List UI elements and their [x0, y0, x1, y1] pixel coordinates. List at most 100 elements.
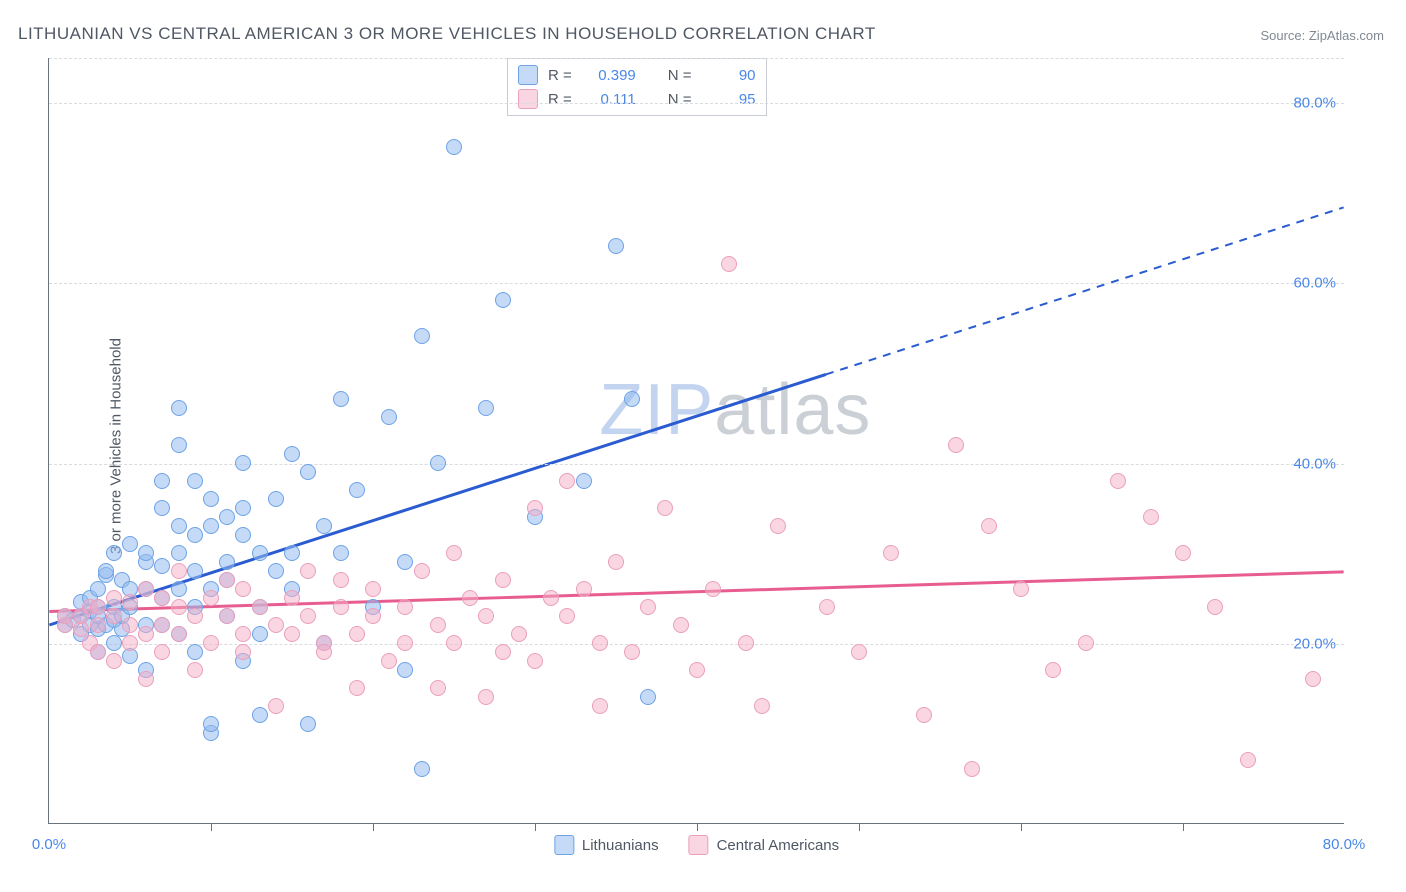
data-point	[138, 671, 154, 687]
data-point	[316, 644, 332, 660]
data-point	[365, 608, 381, 624]
data-point	[252, 626, 268, 642]
data-point	[478, 400, 494, 416]
data-point	[219, 608, 235, 624]
data-point	[333, 599, 349, 615]
data-point	[883, 545, 899, 561]
data-point	[154, 644, 170, 660]
data-point	[1305, 671, 1321, 687]
data-point	[624, 644, 640, 660]
data-point	[154, 558, 170, 574]
data-point	[446, 139, 462, 155]
swatch-series-0	[518, 65, 538, 85]
grid-line	[49, 283, 1344, 284]
data-point	[592, 635, 608, 651]
data-point	[1143, 509, 1159, 525]
data-point	[851, 644, 867, 660]
data-point	[171, 437, 187, 453]
data-point	[268, 563, 284, 579]
legend-item-0: Lithuanians	[554, 835, 659, 855]
data-point	[187, 473, 203, 489]
data-point	[754, 698, 770, 714]
data-point	[414, 761, 430, 777]
data-point	[138, 581, 154, 597]
data-point	[268, 491, 284, 507]
data-point	[721, 256, 737, 272]
r-value-0: 0.399	[582, 67, 636, 84]
data-point	[284, 446, 300, 462]
data-point	[1207, 599, 1223, 615]
data-point	[219, 509, 235, 525]
data-point	[235, 626, 251, 642]
data-point	[430, 455, 446, 471]
data-point	[430, 617, 446, 633]
data-point	[559, 608, 575, 624]
grid-line	[49, 58, 1344, 59]
data-point	[187, 644, 203, 660]
plot-area: ZIPatlas R = 0.399 N = 90 R = 0.111 N = …	[48, 58, 1344, 824]
source-credit: Source: ZipAtlas.com	[1260, 28, 1384, 43]
data-point	[559, 473, 575, 489]
data-point	[446, 635, 462, 651]
data-point	[770, 518, 786, 534]
data-point	[349, 626, 365, 642]
data-point	[268, 617, 284, 633]
legend-label-0: Lithuanians	[582, 837, 659, 854]
data-point	[106, 653, 122, 669]
data-point	[154, 617, 170, 633]
legend-row-series-1: R = 0.111 N = 95	[518, 87, 756, 111]
data-point	[106, 545, 122, 561]
data-point	[203, 518, 219, 534]
data-point	[300, 464, 316, 480]
data-point	[1175, 545, 1191, 561]
data-point	[1013, 581, 1029, 597]
data-point	[964, 761, 980, 777]
data-point	[235, 500, 251, 516]
data-point	[252, 599, 268, 615]
data-point	[495, 572, 511, 588]
data-point	[187, 662, 203, 678]
data-point	[90, 617, 106, 633]
y-tick-label: 40.0%	[1293, 455, 1336, 472]
data-point	[122, 594, 138, 610]
data-point	[268, 698, 284, 714]
data-point	[333, 391, 349, 407]
y-tick-label: 20.0%	[1293, 635, 1336, 652]
data-point	[657, 500, 673, 516]
data-point	[1240, 752, 1256, 768]
data-point	[122, 635, 138, 651]
data-point	[543, 590, 559, 606]
data-point	[640, 689, 656, 705]
data-point	[300, 608, 316, 624]
r-label-1: R =	[548, 91, 572, 108]
data-point	[284, 545, 300, 561]
data-point	[397, 635, 413, 651]
watermark-zip: ZIP	[599, 370, 714, 450]
data-point	[673, 617, 689, 633]
data-point	[738, 635, 754, 651]
data-point	[90, 599, 106, 615]
data-point	[462, 590, 478, 606]
data-point	[154, 500, 170, 516]
n-value-0: 90	[702, 67, 756, 84]
x-min-label: 0.0%	[32, 836, 66, 853]
x-tick-mark	[697, 823, 698, 831]
swatch-bottom-0	[554, 835, 574, 855]
data-point	[397, 554, 413, 570]
data-point	[203, 716, 219, 732]
data-point	[203, 590, 219, 606]
data-point	[122, 617, 138, 633]
data-point	[316, 518, 332, 534]
data-point	[171, 563, 187, 579]
data-point	[478, 608, 494, 624]
data-point	[98, 563, 114, 579]
data-point	[349, 482, 365, 498]
source-link[interactable]: ZipAtlas.com	[1309, 28, 1384, 43]
swatch-bottom-1	[689, 835, 709, 855]
data-point	[90, 644, 106, 660]
data-point	[349, 680, 365, 696]
x-tick-mark	[211, 823, 212, 831]
chart-title: LITHUANIAN VS CENTRAL AMERICAN 3 OR MORE…	[18, 24, 876, 44]
data-point	[235, 581, 251, 597]
data-point	[397, 599, 413, 615]
